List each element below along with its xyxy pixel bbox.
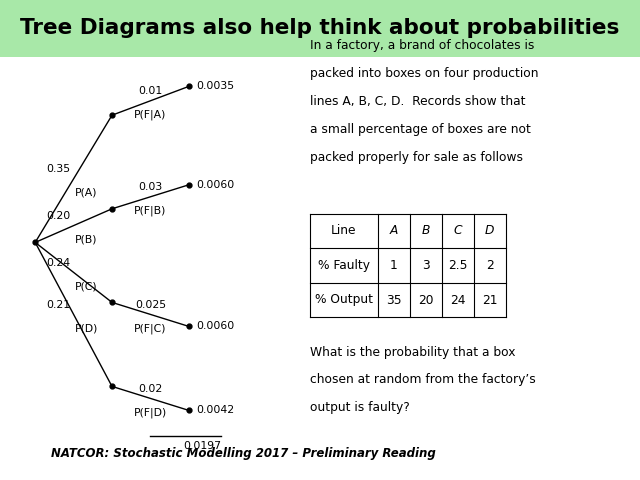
Text: P(D): P(D) (75, 323, 99, 333)
Text: 2.5: 2.5 (448, 259, 467, 272)
Text: In a factory, a brand of chocolates is: In a factory, a brand of chocolates is (310, 39, 535, 52)
Text: 0.025: 0.025 (135, 300, 166, 310)
Text: 35: 35 (386, 293, 401, 307)
Text: 0.21: 0.21 (46, 300, 70, 310)
Text: 0.35: 0.35 (46, 164, 70, 174)
Text: packed properly for sale as follows: packed properly for sale as follows (310, 151, 524, 164)
Text: P(F|D): P(F|D) (134, 407, 167, 418)
Text: NATCOR: Stochastic Modelling 2017 – Preliminary Reading: NATCOR: Stochastic Modelling 2017 – Prel… (51, 447, 436, 460)
Text: 0.03: 0.03 (138, 182, 163, 192)
Text: P(F|B): P(F|B) (134, 205, 166, 216)
Text: a small percentage of boxes are not: a small percentage of boxes are not (310, 123, 531, 136)
Text: 0.0060: 0.0060 (196, 180, 235, 190)
Text: P(C): P(C) (75, 281, 97, 291)
Text: output is faulty?: output is faulty? (310, 401, 410, 414)
Text: 21: 21 (482, 293, 497, 307)
Text: 3: 3 (422, 259, 429, 272)
Text: 1: 1 (390, 259, 397, 272)
Text: 0.01: 0.01 (138, 86, 163, 96)
Text: A: A (389, 224, 398, 238)
Text: C: C (453, 224, 462, 238)
Text: P(F|A): P(F|A) (134, 109, 166, 120)
Text: B: B (421, 224, 430, 238)
Text: 0.02: 0.02 (138, 384, 163, 394)
Text: 0.24: 0.24 (46, 258, 70, 268)
Text: packed into boxes on four production: packed into boxes on four production (310, 67, 539, 80)
Text: Tree Diagrams also help think about probabilities: Tree Diagrams also help think about prob… (20, 18, 620, 38)
Text: 2: 2 (486, 259, 493, 272)
Text: chosen at random from the factory’s: chosen at random from the factory’s (310, 373, 536, 386)
Text: D: D (485, 224, 494, 238)
Text: 0.0060: 0.0060 (196, 322, 235, 331)
Text: 0.0035: 0.0035 (196, 82, 235, 91)
Text: % Faulty: % Faulty (318, 259, 370, 272)
Text: P(A): P(A) (75, 188, 97, 197)
Text: 0.0197: 0.0197 (183, 441, 221, 451)
Text: Line: Line (332, 224, 356, 238)
Text: What is the probability that a box: What is the probability that a box (310, 346, 516, 359)
FancyBboxPatch shape (0, 0, 640, 57)
Text: P(F|C): P(F|C) (134, 323, 166, 334)
Text: lines A, B, C, D.  Records show that: lines A, B, C, D. Records show that (310, 95, 526, 108)
Text: 0.20: 0.20 (46, 211, 70, 221)
Text: 20: 20 (418, 293, 433, 307)
Text: % Output: % Output (315, 293, 373, 307)
Text: P(B): P(B) (75, 234, 97, 244)
Text: 24: 24 (450, 293, 465, 307)
Text: 0.0042: 0.0042 (196, 406, 235, 415)
